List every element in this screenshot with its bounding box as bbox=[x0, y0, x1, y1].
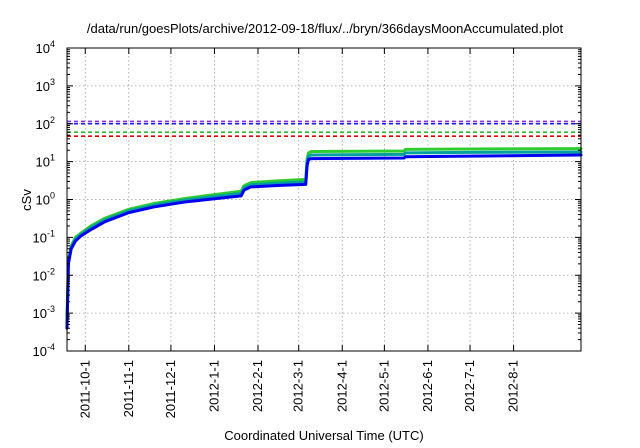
chart-title: /data/run/goesPlots/archive/2012-09-18/f… bbox=[87, 21, 564, 36]
y-tick-label: 101 bbox=[36, 153, 55, 170]
threshold-lines bbox=[67, 120, 581, 137]
x-axis-ticks: 2011-10-1 2011-11-1 2011-12-1 2012-1-1 2012-… bbox=[77, 48, 521, 418]
x-tick-label: 2012-7-1 bbox=[462, 360, 477, 412]
y-tick-label: 104 bbox=[36, 39, 55, 56]
y-tick-label: 10-3 bbox=[33, 304, 55, 321]
y-tick-label: 10-4 bbox=[33, 342, 55, 359]
series-line bbox=[65, 147, 583, 324]
x-tick-label: 2012-5-1 bbox=[376, 360, 391, 412]
y-axis-ticks: 10-4 10-3 10-2 10-1 100 101 102 103 104 bbox=[33, 39, 581, 359]
grid bbox=[67, 48, 581, 351]
y-tick-label: 10-1 bbox=[33, 228, 55, 245]
x-tick-label: 2012-2-1 bbox=[250, 360, 265, 412]
y-tick-label: 102 bbox=[36, 115, 55, 132]
x-tick-label: 2012-8-1 bbox=[506, 360, 521, 412]
x-tick-label: 2012-4-1 bbox=[334, 360, 349, 412]
x-tick-label: 2011-12-1 bbox=[163, 360, 178, 418]
series-line bbox=[65, 153, 583, 330]
x-tick-label: 2011-10-1 bbox=[77, 360, 92, 418]
x-tick-label: 2012-1-1 bbox=[206, 360, 221, 412]
x-tick-label: 2011-11-1 bbox=[121, 360, 136, 417]
series-lines bbox=[65, 147, 583, 330]
y-tick-label: 10-2 bbox=[33, 266, 55, 283]
x-tick-label: 2012-3-1 bbox=[291, 360, 306, 412]
x-axis-label: Coordinated Universal Time (UTC) bbox=[224, 428, 423, 443]
y-tick-label: 100 bbox=[36, 191, 55, 208]
y-axis-label: cSv bbox=[19, 189, 34, 211]
x-tick-label: 2012-6-1 bbox=[420, 360, 435, 412]
y-tick-label: 103 bbox=[36, 77, 55, 94]
series-line bbox=[65, 150, 583, 327]
